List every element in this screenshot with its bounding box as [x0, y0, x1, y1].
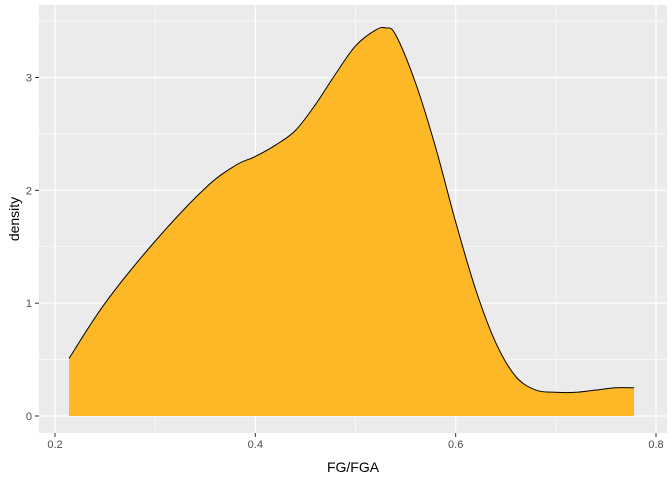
x-axis: 0.2 0.4 0.6 0.8 [47, 433, 664, 451]
x-tick-label: 0.6 [448, 439, 463, 451]
x-tick-label: 0.2 [47, 439, 62, 451]
y-tick-label: 0 [26, 411, 32, 423]
density-area [69, 27, 634, 416]
x-axis-title: FG/FGA [327, 459, 380, 475]
y-tick-label: 3 [26, 73, 32, 85]
density-curve [68, 26, 634, 394]
y-tick-label: 1 [26, 298, 32, 310]
x-tick-label: 0.4 [248, 439, 263, 451]
y-tick-label: 2 [26, 185, 32, 197]
x-tick-label: 0.8 [648, 439, 663, 451]
y-axis-title: density [6, 197, 22, 241]
y-axis: 0 1 2 3 [26, 73, 39, 423]
